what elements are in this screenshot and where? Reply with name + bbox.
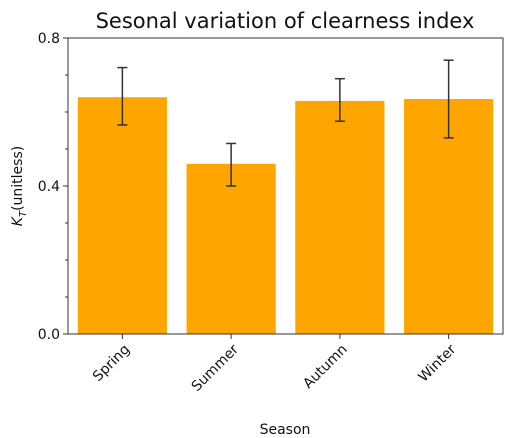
y-tick-label: 0.0 (38, 327, 60, 343)
y-axis-label-suffix: (unitless) (10, 146, 26, 211)
x-tick-label-spring: Spring (90, 342, 133, 385)
bar-summer (186, 163, 276, 334)
ticks-layer: 0.0 0.4 0.8 (38, 31, 450, 343)
bar-spring (77, 97, 167, 334)
error-bars-layer (117, 59, 454, 187)
y-axis-label-main: K (10, 215, 26, 226)
y-axis-label: KT(unitless) (10, 146, 29, 226)
y-tick-label: 0.4 (38, 179, 60, 195)
y-tick-label: 0.8 (38, 31, 60, 47)
x-tick-label-summer: Summer (189, 341, 242, 394)
x-tick-label-winter: Winter (416, 341, 460, 385)
bar-autumn (295, 100, 385, 335)
category-labels-layer: Spring Summer Autumn Winter (90, 341, 460, 394)
x-tick-label-autumn: Autumn (300, 342, 350, 392)
y-axis-label-subscript: T (18, 210, 29, 217)
x-axis-label: Season (260, 422, 311, 438)
plot-frame (67, 37, 504, 335)
chart-title: Sesonal variation of clearness index (96, 9, 475, 33)
bars-layer (77, 97, 494, 335)
